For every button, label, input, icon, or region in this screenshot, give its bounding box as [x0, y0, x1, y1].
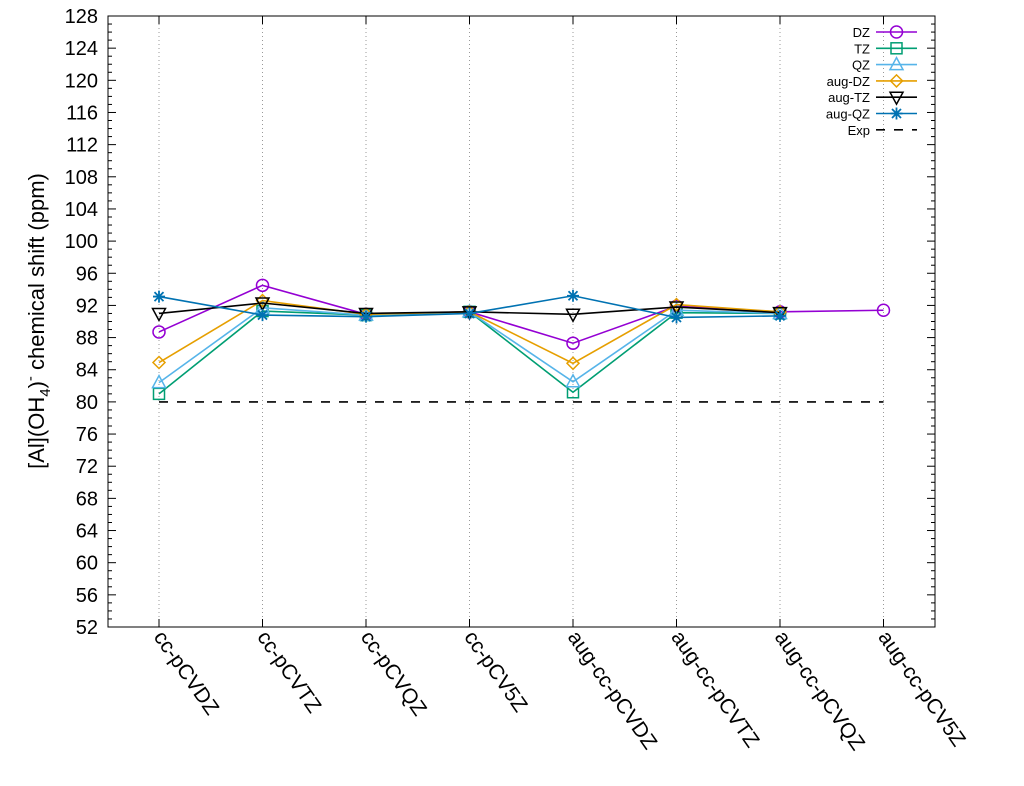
legend-label: aug-DZ — [827, 74, 870, 89]
data-point — [254, 297, 271, 312]
legend-label: TZ — [854, 41, 870, 56]
legend-label: aug-QZ — [826, 107, 870, 122]
data-point — [565, 373, 581, 388]
data-point — [151, 307, 167, 323]
x-tick-label: aug-cc-pCVDZ — [563, 627, 662, 754]
series-aug-dz — [151, 293, 788, 371]
series-aug-qz — [153, 289, 786, 324]
y-tick-label: 120 — [65, 70, 98, 92]
data-point — [463, 307, 476, 320]
x-tick-label: cc-pCVQZ — [356, 627, 431, 721]
y-tick-label: 52 — [76, 617, 98, 639]
y-tick-label: 124 — [65, 38, 98, 60]
y-tick-label: 84 — [76, 360, 98, 382]
y-tick-label: 68 — [76, 488, 98, 510]
data-point — [567, 289, 579, 302]
data-point — [668, 301, 685, 316]
x-tick-label: aug-cc-pCVTZ — [666, 627, 763, 752]
y-tick-label: 112 — [66, 135, 98, 157]
y-tick-label: 128 — [65, 6, 98, 28]
data-point — [152, 325, 166, 339]
y-tick-label: 76 — [76, 424, 98, 446]
y-axis-label: [Al](OH4)- chemical shift (ppm) — [22, 173, 54, 469]
y-tick-label: 88 — [76, 328, 98, 350]
data-point — [670, 311, 683, 324]
data-point — [566, 336, 580, 350]
y-tick-label: 116 — [66, 102, 98, 124]
y-tick-label: 108 — [65, 167, 98, 189]
data-point — [151, 355, 167, 370]
plot-frame — [107, 15, 936, 628]
x-tick-label: aug-cc-pCV5Z — [873, 627, 970, 751]
legend-marker — [889, 25, 904, 39]
y-tick-label: 100 — [65, 231, 98, 253]
legend-label: QZ — [852, 58, 870, 73]
x-tick-label: cc-pCV5Z — [459, 627, 531, 717]
legend-label: aug-TZ — [828, 90, 870, 105]
y-tick-label: 60 — [76, 553, 98, 575]
y-tick-label: 72 — [76, 456, 98, 478]
legend-marker — [888, 56, 905, 71]
data-point — [876, 303, 891, 317]
x-tick-label: aug-cc-pCVQZ — [770, 627, 869, 755]
y-tick-label: 80 — [76, 392, 98, 414]
y-tick-label: 92 — [76, 295, 98, 317]
y-tick-label: 56 — [76, 585, 98, 607]
legend-marker — [890, 107, 903, 120]
data-point — [774, 309, 786, 322]
data-point — [151, 374, 167, 389]
legend-label: Exp — [848, 123, 870, 138]
data-point — [152, 387, 166, 401]
legend-marker — [890, 42, 903, 55]
data-point — [153, 290, 165, 303]
legend-label: DZ — [853, 25, 870, 40]
x-tick-label: cc-pCVDZ — [149, 627, 223, 720]
y-tick-label: 96 — [76, 263, 98, 285]
data-point — [565, 356, 581, 371]
legend-marker — [888, 91, 905, 106]
data-point — [256, 309, 269, 322]
x-tick-label: cc-pCVTZ — [252, 627, 325, 718]
legend-marker — [889, 73, 904, 88]
data-point — [565, 308, 581, 323]
y-tick-label: 64 — [76, 521, 98, 543]
data-point — [255, 278, 270, 293]
y-tick-label: 104 — [65, 199, 98, 221]
data-point — [360, 310, 372, 323]
